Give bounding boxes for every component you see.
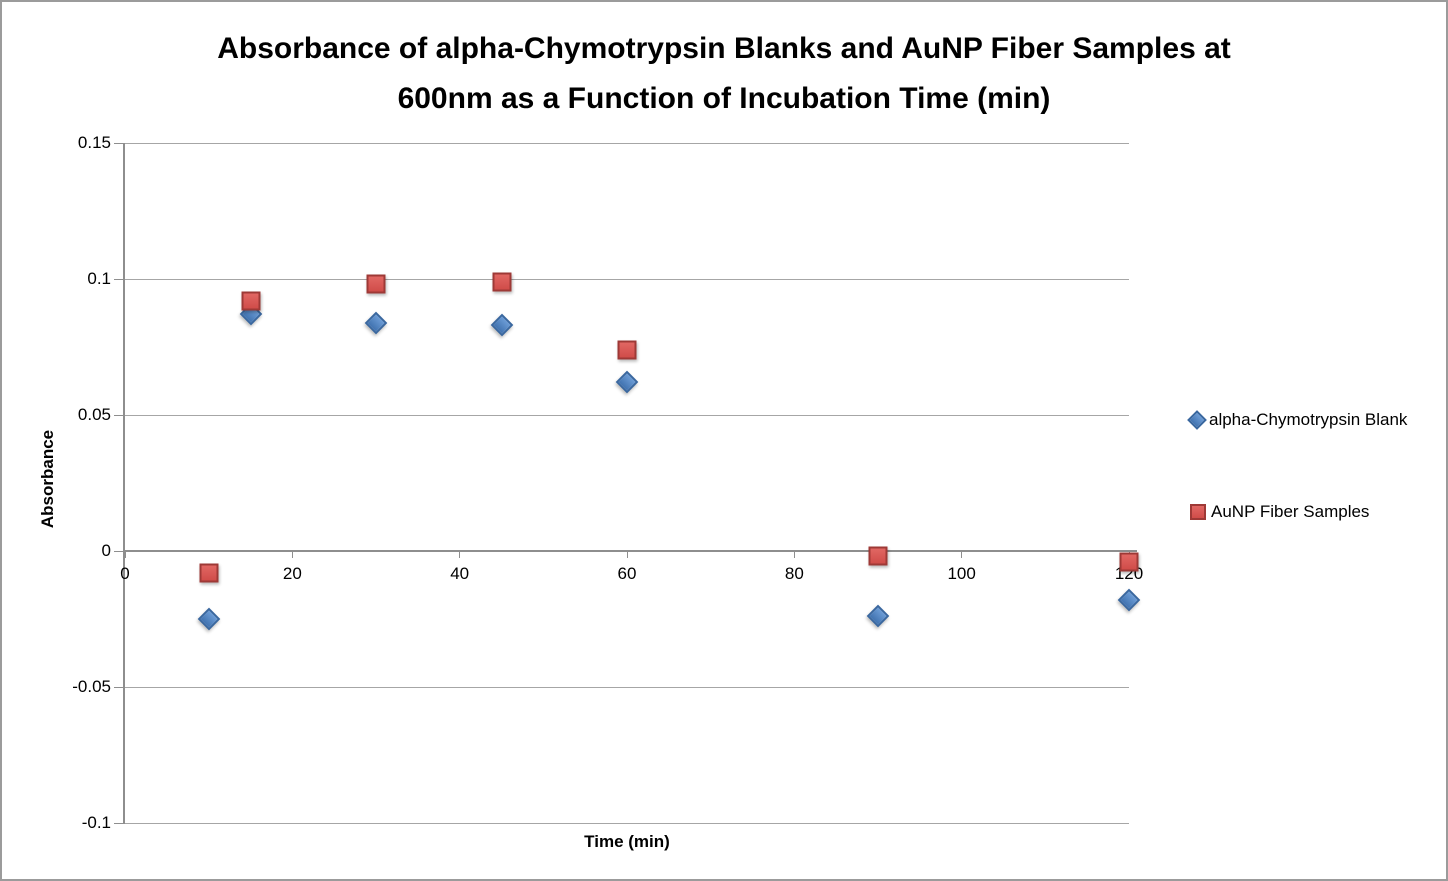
data-point-diamond (197, 607, 220, 631)
y-tick-label: 0.1 (87, 269, 111, 288)
data-point-diamond (866, 604, 890, 628)
x-tick-label: 20 (282, 564, 302, 583)
x-tick-label: 80 (784, 564, 804, 583)
gridline-y-0.1 (125, 278, 1129, 280)
x-tick-mark (291, 551, 293, 558)
y-tick-label: 0.15 (77, 133, 111, 152)
legend-label-blank: alpha-Chymotrypsin Blank (1209, 410, 1408, 429)
y-tick-mark (114, 142, 125, 144)
x-tick-label: 60 (617, 564, 637, 583)
x-axis-title: Time (min) (584, 832, 670, 851)
data-point-diamond (1117, 588, 1141, 612)
x-tick-mark (626, 551, 628, 558)
square-marker-icon (1190, 504, 1206, 520)
x-axis-line (125, 550, 1137, 552)
y-axis-line (123, 143, 125, 824)
gridline-y-0.15 (125, 142, 1129, 144)
x-tick-label: 0 (120, 564, 130, 583)
y-tick-label: 0.05 (77, 405, 111, 424)
x-tick-mark (124, 551, 126, 558)
data-point-diamond (615, 371, 639, 394)
data-point-square (199, 563, 219, 583)
x-tick-label: 100 (947, 564, 976, 583)
gridline-y--0.05 (125, 686, 1129, 688)
y-axis-title: Absorbance (38, 429, 57, 529)
data-point-square (1119, 552, 1139, 572)
y-tick-mark (114, 550, 125, 552)
x-tick-mark (459, 551, 461, 558)
plot-area: 0.15 0.1 0.05 0 -0.05 -0.1 0 20 40 60 80 100 120 (72, 133, 1143, 832)
data-point-square (366, 274, 386, 294)
y-tick-mark (114, 414, 125, 416)
y-tick-mark (114, 686, 125, 688)
data-point-square (241, 291, 260, 311)
data-point-diamond (490, 313, 513, 337)
data-point-square (492, 272, 511, 292)
y-tick-mark (114, 822, 125, 824)
y-tick-label: -0.1 (81, 813, 111, 832)
y-tick-mark (114, 278, 125, 280)
chart-title: Absorbance of alpha-Chymotrypsin Blanks … (217, 32, 1231, 115)
data-point-square (617, 340, 637, 360)
data-point-square (868, 546, 888, 566)
diamond-marker-icon (1187, 410, 1207, 430)
legend-item-aunp: AuNP Fiber Samples (1190, 502, 1369, 522)
legend-label-aunp: AuNP Fiber Samples (1211, 502, 1370, 521)
legend-item-blank: alpha-Chymotrypsin Blank (1187, 410, 1408, 430)
x-tick-mark (793, 551, 795, 558)
x-tick-mark (961, 551, 963, 558)
gridline-y--0.1 (125, 822, 1129, 824)
data-point-diamond (364, 311, 388, 334)
x-tick-label: 40 (450, 564, 470, 583)
y-tick-label: 0 (101, 541, 111, 560)
gridline-y-0.05 (125, 414, 1129, 416)
y-tick-label: -0.05 (72, 677, 111, 696)
